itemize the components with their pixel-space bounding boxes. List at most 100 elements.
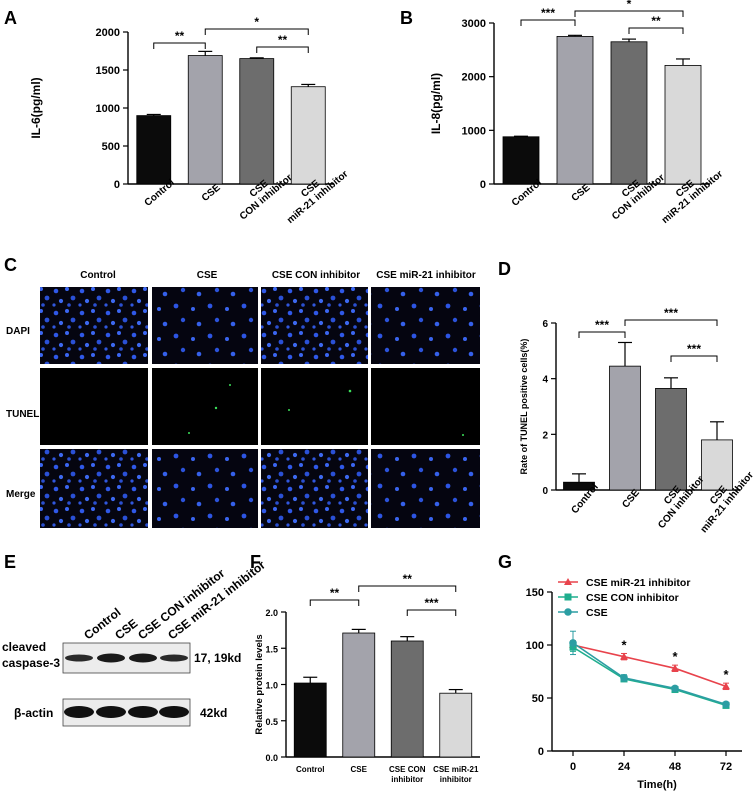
data-point xyxy=(722,682,730,690)
blot-band xyxy=(159,706,189,718)
y-tick-label: 0.5 xyxy=(265,717,278,727)
significance-label: ** xyxy=(403,572,413,586)
micrograph-dapi-cse-con xyxy=(261,287,368,364)
data-point xyxy=(620,652,628,660)
bar-cse xyxy=(342,632,376,758)
tunel-positive-dot xyxy=(462,434,464,436)
significance-label: *** xyxy=(595,318,609,332)
bar-cse-mir-21-inhibitor xyxy=(664,64,702,185)
y-tick-label: 6 xyxy=(542,319,548,330)
x-tick-label: CSE miR-21 xyxy=(433,765,479,774)
blot-band xyxy=(96,706,126,718)
x-tick-label: 0 xyxy=(570,761,576,773)
y-tick-label: 2 xyxy=(542,430,548,441)
y-tick-label: 500 xyxy=(102,141,120,153)
x-tick-label: 48 xyxy=(669,761,681,773)
column-label-cse: CSE xyxy=(197,270,218,281)
x-tick-label-line: CSE xyxy=(200,182,223,204)
panel-letter-e: E xyxy=(4,552,16,572)
panel-g: G 0 50 100 150 0 24 48 72 Time(h) * * * CSE miR-21 i… xyxy=(498,552,742,791)
column-label-cse-con-inhibitor: CSE CON inhibitor xyxy=(272,270,360,281)
bar-cse-con-inhibitor xyxy=(655,388,687,491)
micrograph-merge-cse-con xyxy=(261,449,368,528)
legend-label: CSE CON inhibitor xyxy=(586,592,679,604)
micrograph-tunel-cse-con xyxy=(261,368,368,445)
tunel-positive-dot xyxy=(229,384,231,386)
x-tick-label: CSE xyxy=(620,487,642,510)
blot-band xyxy=(65,654,93,662)
significance-label: * xyxy=(621,637,627,652)
panel-letter-d: D xyxy=(498,259,511,279)
y-tick-label: 1000 xyxy=(96,103,120,115)
bar-cse-con-inhibitor xyxy=(239,58,275,185)
y-tick-label: 2000 xyxy=(96,27,120,39)
legend-marker xyxy=(564,593,572,601)
micrograph-tunel-cse-mir21 xyxy=(371,368,480,445)
x-tick-label: Control xyxy=(296,765,324,774)
micrograph-tunel-cse xyxy=(152,368,258,445)
x-tick-label: inhibitor xyxy=(391,775,423,784)
micrograph-merge-cse xyxy=(152,449,258,528)
y-tick-label: 1.0 xyxy=(265,681,278,691)
significance-bracket xyxy=(204,28,309,35)
blot-band xyxy=(129,653,157,663)
panel-c: C Control CSE CSE CON inhibitor CSE miR-… xyxy=(4,255,480,528)
micrograph-merge-control xyxy=(40,449,148,528)
panel-letter-a: A xyxy=(4,8,17,28)
bar-cse xyxy=(609,365,641,491)
x-tick-label: inhibitor xyxy=(440,775,472,784)
micrograph-dapi-cse-mir21 xyxy=(371,287,480,364)
y-tick-label: 1500 xyxy=(96,65,120,77)
band-size-beta-actin: 42kd xyxy=(200,706,227,720)
band-label-beta-actin: β-actin xyxy=(14,706,53,720)
tunel-positive-dot xyxy=(288,409,290,411)
y-tick-label: 150 xyxy=(526,587,544,599)
significance-bracket xyxy=(670,355,718,362)
data-point xyxy=(671,684,679,693)
significance-label: ** xyxy=(175,29,185,43)
row-label-tunel: TUNEL xyxy=(6,409,39,420)
significance-label: * xyxy=(723,667,729,682)
y-tick-label: 0 xyxy=(480,179,486,191)
bar-control xyxy=(502,136,540,185)
band-size-caspase3: 17, 19kd xyxy=(194,651,241,665)
significance-bracket xyxy=(574,10,684,17)
y-tick-label: 1000 xyxy=(462,125,486,137)
bar-cse-con-inhibitor xyxy=(390,640,424,758)
band-label-caspase3: caspase-3 xyxy=(2,656,60,670)
series-line-1 xyxy=(572,646,727,707)
y-axis-label: Rate of TUNEL positive cells(%) xyxy=(519,339,529,475)
blot-band xyxy=(97,653,125,663)
y-tick-label: 2.0 xyxy=(265,608,278,618)
y-tick-label: 4 xyxy=(542,375,548,386)
significance-bracket xyxy=(358,585,457,592)
bar-control xyxy=(136,115,172,185)
x-tick-label: CSE CON xyxy=(389,765,426,774)
data-point xyxy=(620,674,628,682)
significance-label: ** xyxy=(330,586,340,600)
bar-cse xyxy=(187,55,223,185)
panel-f: F 0.0 0.5 1.0 1.5 2.0 Relative protein levels… xyxy=(250,552,480,784)
bar-cse-mir-21-inhibitor xyxy=(439,692,473,758)
blot-band xyxy=(64,706,94,718)
micrograph-merge-cse-mir21 xyxy=(371,449,480,528)
significance-bracket xyxy=(628,27,684,34)
data-point xyxy=(671,664,679,672)
y-tick-label: 0 xyxy=(114,179,120,191)
significance-label: *** xyxy=(424,596,438,610)
row-label-merge: Merge xyxy=(6,489,36,500)
significance-label: ** xyxy=(278,33,288,47)
series-line-0 xyxy=(572,644,727,688)
significance-bracket xyxy=(624,319,718,326)
y-tick-label: 0.0 xyxy=(265,753,278,763)
x-axis-label: Time(h) xyxy=(637,779,677,791)
x-tick-label: CSE xyxy=(351,765,368,774)
legend-label: CSE xyxy=(586,607,608,619)
significance-bracket xyxy=(406,609,457,616)
y-tick-label: 2000 xyxy=(462,72,486,84)
row-label-dapi: DAPI xyxy=(6,326,30,337)
